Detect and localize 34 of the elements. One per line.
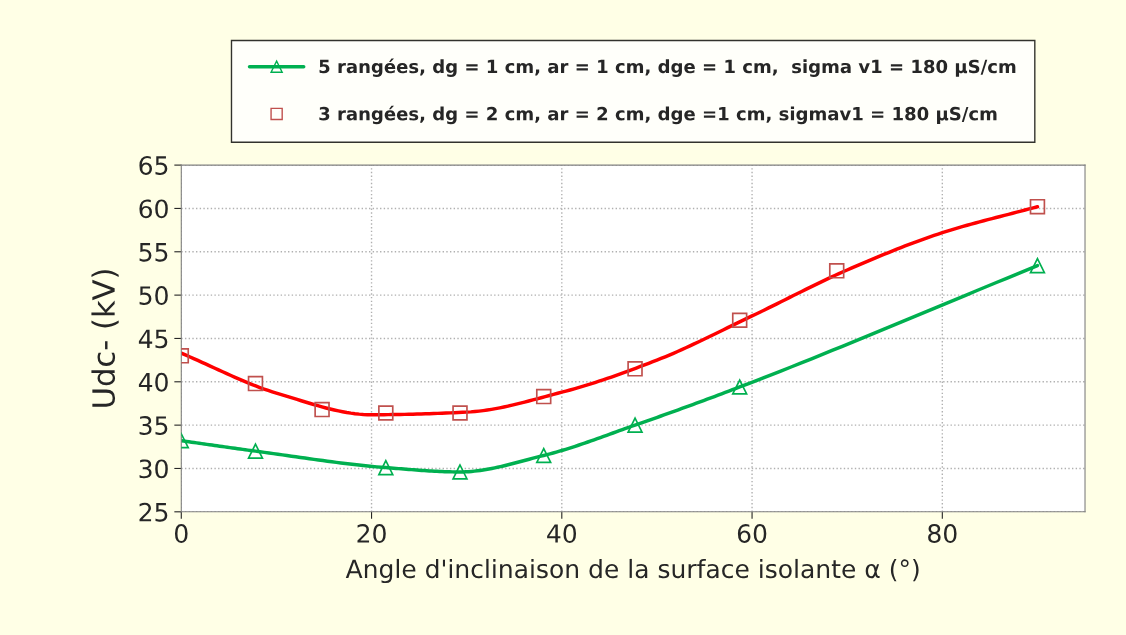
y-tick-label: 50	[139, 286, 168, 305]
point	[535, 388, 552, 405]
point	[1029, 198, 1046, 215]
y-tick-label: 25	[139, 502, 168, 522]
point	[731, 379, 748, 395]
point	[1029, 257, 1046, 274]
y-tick-label: 60	[139, 199, 168, 219]
x-tick-label: 0	[174, 524, 188, 543]
point	[828, 263, 845, 279]
y-tick-label: 35	[139, 416, 168, 435]
point	[314, 401, 330, 418]
x-axis-title: Angle d'inclinaison de la surface isolante α (°)	[345, 558, 919, 584]
point	[627, 417, 643, 433]
y-tick-label: 45	[138, 329, 168, 349]
y-tick-label: 30	[139, 459, 168, 479]
x-tick-label: 40	[547, 524, 577, 543]
x-tick-label: 80	[928, 524, 957, 543]
legend-label: 5 rangées, dg = 1 cm, ar = 1 cm, dge = 1 cm, sigma v1 = 180 µS/cm	[319, 58, 1016, 77]
point	[452, 464, 468, 480]
y-axis-title: Udc- (kV)	[91, 270, 119, 407]
x-tick-label: 60	[737, 524, 767, 543]
point	[627, 361, 643, 377]
y-tick-label: 55	[139, 243, 168, 262]
legend-label: 3 rangées, dg = 2 cm, ar = 2 cm, dge =1 cm, sigmav1 = 180 µS/cm	[319, 105, 997, 125]
point	[731, 312, 748, 329]
y-tick-label: 65	[139, 156, 168, 175]
point	[535, 447, 552, 464]
point	[247, 443, 264, 459]
point	[452, 405, 468, 421]
point	[247, 375, 264, 392]
point	[378, 459, 394, 476]
y-tick-label: 40	[138, 372, 168, 392]
point	[378, 405, 394, 421]
x-tick-label: 20	[357, 524, 386, 543]
